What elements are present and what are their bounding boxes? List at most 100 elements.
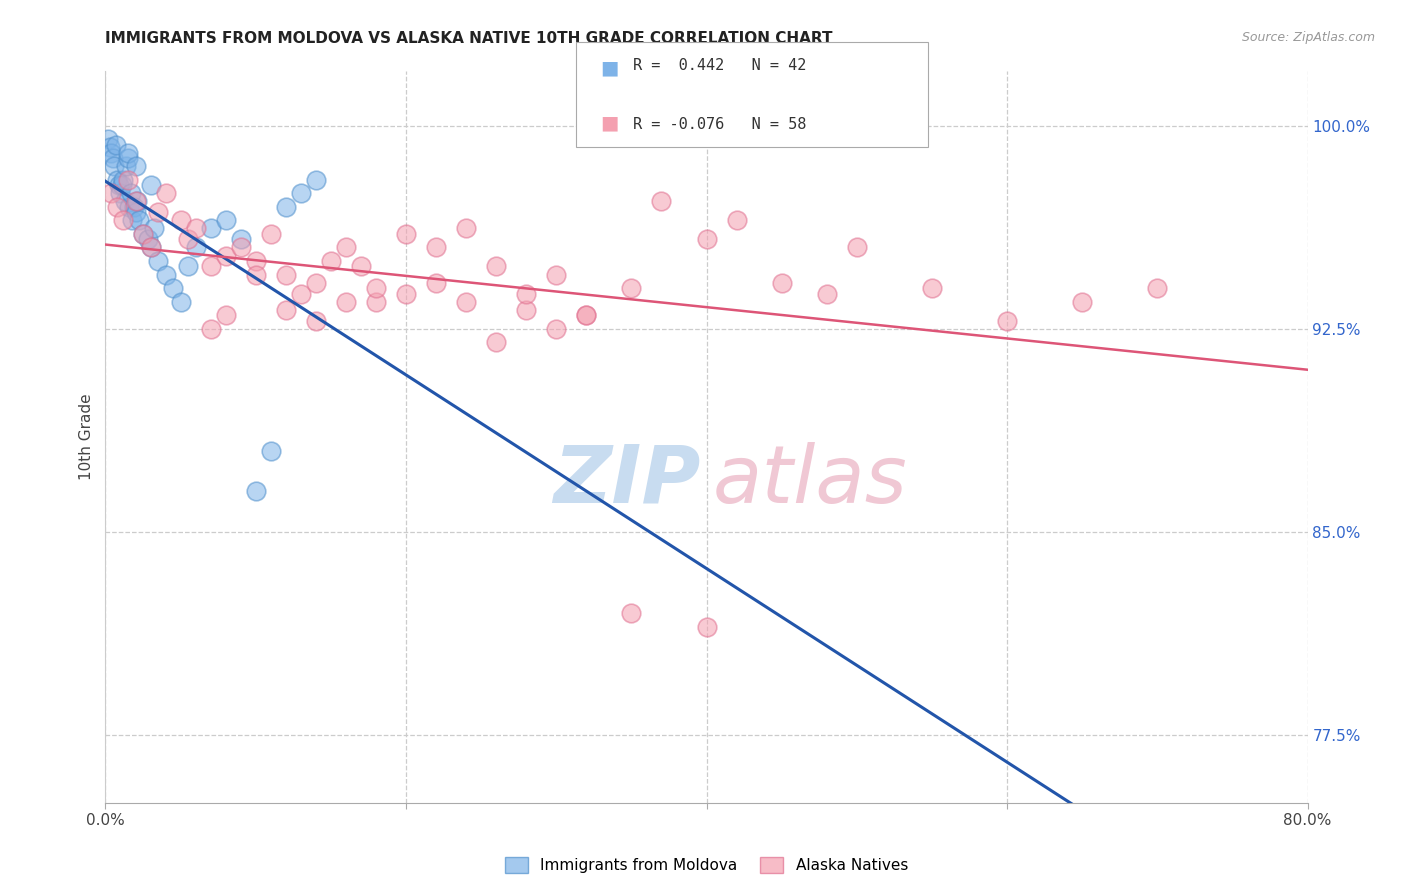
Point [305, 276, 328, 290]
Point [696, 232, 718, 246]
Point [921, 281, 943, 295]
Point [425, 240, 447, 254]
Point [97, 132, 120, 146]
Point [485, 335, 508, 350]
Point [120, 186, 142, 201]
Point [335, 294, 357, 309]
Point [350, 260, 373, 274]
Point [136, 232, 159, 246]
Point [139, 240, 162, 254]
Point [146, 205, 169, 219]
Point [245, 484, 267, 499]
Point [995, 313, 1018, 327]
Point [124, 194, 146, 209]
Point [260, 443, 283, 458]
Point [177, 232, 200, 246]
Point [103, 159, 125, 173]
Point [104, 137, 127, 152]
Point [110, 186, 132, 201]
Point [290, 186, 312, 201]
Point [260, 227, 283, 241]
Point [229, 232, 252, 246]
Point [335, 240, 357, 254]
Text: ZIP: ZIP [553, 442, 700, 520]
Point [546, 268, 568, 282]
Point [620, 281, 643, 295]
Point [114, 194, 136, 209]
Point [124, 159, 146, 173]
Point [142, 221, 165, 235]
Text: ■: ■ [600, 58, 619, 77]
Legend: Immigrants from Moldova, Alaska Natives: Immigrants from Moldova, Alaska Natives [499, 851, 914, 880]
Point [100, 145, 122, 160]
Point [274, 302, 297, 317]
Point [546, 322, 568, 336]
Text: R =  0.442   N = 42: R = 0.442 N = 42 [633, 58, 806, 73]
Text: atlas: atlas [713, 442, 907, 520]
Point [305, 313, 328, 327]
Point [305, 172, 328, 186]
Text: Source: ZipAtlas.com: Source: ZipAtlas.com [1241, 31, 1375, 45]
Point [214, 213, 236, 227]
Point [146, 254, 169, 268]
Point [122, 200, 145, 214]
Point [815, 286, 838, 301]
Point [117, 172, 139, 186]
Point [124, 205, 146, 219]
Point [364, 281, 387, 295]
Point [515, 286, 537, 301]
Point [725, 213, 748, 227]
Y-axis label: 10th Grade: 10th Grade [79, 393, 94, 481]
Point [290, 286, 312, 301]
Point [112, 213, 135, 227]
Point [117, 145, 139, 160]
Point [845, 240, 868, 254]
Point [229, 240, 252, 254]
Point [155, 268, 177, 282]
Point [200, 322, 222, 336]
Point [395, 227, 418, 241]
Point [620, 606, 643, 620]
Point [274, 200, 297, 214]
Point [485, 260, 508, 274]
Point [125, 194, 148, 209]
Point [115, 159, 138, 173]
Point [1146, 281, 1168, 295]
Point [169, 294, 191, 309]
Point [395, 286, 418, 301]
Point [245, 268, 267, 282]
Point [132, 227, 155, 241]
Point [121, 213, 143, 227]
Point [98, 140, 121, 154]
Point [650, 194, 672, 209]
Point [139, 240, 162, 254]
Point [117, 151, 139, 165]
Point [214, 249, 236, 263]
Point [319, 254, 342, 268]
Point [200, 260, 222, 274]
Point [214, 308, 236, 322]
Point [162, 281, 184, 295]
Point [456, 294, 478, 309]
Point [515, 302, 537, 317]
Point [112, 172, 135, 186]
Point [118, 200, 141, 214]
Point [169, 213, 191, 227]
Point [107, 200, 129, 214]
Point [575, 308, 598, 322]
Point [575, 308, 598, 322]
Point [132, 227, 155, 241]
Point [245, 254, 267, 268]
Point [101, 151, 124, 165]
Point [139, 178, 162, 193]
Point [425, 276, 447, 290]
Point [184, 221, 207, 235]
Point [364, 294, 387, 309]
Point [100, 186, 122, 201]
Point [108, 178, 131, 193]
Point [1071, 294, 1094, 309]
Point [177, 260, 200, 274]
Point [696, 620, 718, 634]
Point [111, 178, 134, 193]
Point [128, 213, 150, 227]
